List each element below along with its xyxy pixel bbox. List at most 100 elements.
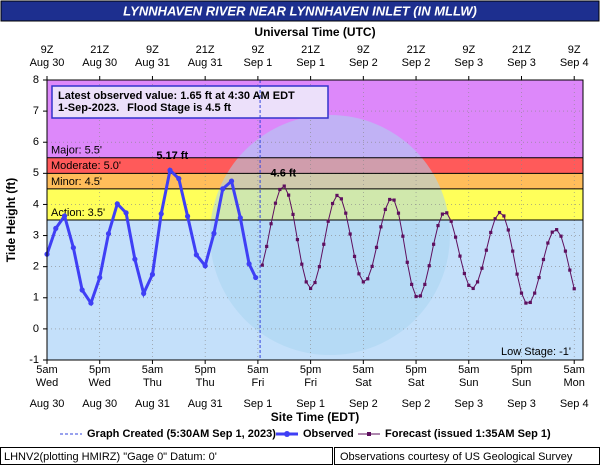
data-point bbox=[357, 272, 361, 276]
x2-tick-label: Aug 30 bbox=[30, 57, 65, 69]
x-tick-label: Aug 31 bbox=[135, 398, 170, 410]
data-point bbox=[105, 231, 112, 237]
data-point bbox=[502, 214, 506, 218]
x2-tick-label: 9Z bbox=[357, 44, 370, 56]
data-point bbox=[559, 234, 563, 238]
data-point bbox=[467, 283, 471, 287]
x-tick-label: 5pm bbox=[89, 364, 110, 376]
data-point bbox=[453, 235, 458, 239]
x2-tick-label: 21Z bbox=[512, 44, 531, 56]
low-stage-label: Low Stage: -1' bbox=[501, 346, 571, 358]
data-point bbox=[427, 264, 431, 268]
x-axis-title: Site Time (EDT) bbox=[271, 410, 359, 424]
stage-label: Moderate: 5.0' bbox=[51, 160, 121, 172]
data-point bbox=[246, 261, 252, 267]
data-point bbox=[471, 286, 475, 291]
title-bar bbox=[0, 0, 600, 22]
x2-tick-label: Sep 2 bbox=[349, 57, 378, 69]
data-point bbox=[348, 232, 352, 236]
data-point bbox=[309, 286, 313, 291]
data-point bbox=[546, 241, 550, 245]
data-point bbox=[141, 290, 147, 297]
data-point bbox=[432, 242, 436, 246]
data-point bbox=[388, 197, 392, 202]
data-point bbox=[392, 198, 396, 202]
legend-label: Graph Created (5:30AM Sep 1, 2023) bbox=[87, 428, 276, 440]
data-point bbox=[563, 249, 568, 253]
x-tick-label: Sep 1 bbox=[296, 398, 325, 410]
data-point bbox=[167, 167, 173, 173]
x-tick-label: Wed bbox=[89, 377, 111, 389]
x2-tick-label: 21Z bbox=[301, 44, 320, 56]
info-box bbox=[51, 85, 329, 119]
y-tick-label: 5 bbox=[33, 167, 39, 179]
data-point bbox=[339, 197, 343, 201]
y-tick-label: 4 bbox=[33, 198, 39, 210]
data-point bbox=[555, 228, 559, 232]
data-point bbox=[300, 262, 304, 266]
data-point bbox=[401, 234, 405, 238]
y-tick-label: 1 bbox=[33, 292, 39, 304]
x-tick-label: Sun bbox=[512, 377, 532, 389]
x2-tick-label: 21Z bbox=[407, 44, 426, 56]
x-tick-label: 5am bbox=[564, 364, 585, 376]
x-tick-label: Aug 30 bbox=[82, 398, 117, 410]
data-point bbox=[79, 287, 85, 293]
x-tick-label: Thu bbox=[196, 377, 215, 389]
x2-tick-label: Sep 3 bbox=[507, 57, 536, 69]
legend-label: Forecast (issued 1:35AM Sep 1) bbox=[385, 428, 551, 440]
info-text: 1-Sep-2023. bbox=[58, 102, 119, 114]
x-tick-label: Aug 30 bbox=[30, 398, 65, 410]
data-point bbox=[396, 211, 401, 215]
data-point bbox=[237, 215, 243, 221]
data-point bbox=[176, 176, 182, 182]
x2-tick-label: 9Z bbox=[568, 44, 581, 56]
data-point bbox=[132, 256, 138, 262]
x-tick-label: 5pm bbox=[300, 364, 321, 376]
y-tick-label: 2 bbox=[33, 261, 39, 273]
data-point bbox=[414, 294, 418, 299]
data-point bbox=[475, 280, 480, 284]
x-tick-label: Sep 1 bbox=[244, 398, 273, 410]
data-point bbox=[515, 272, 519, 276]
x-tick-label: 5pm bbox=[405, 364, 426, 376]
data-point bbox=[405, 260, 409, 264]
data-point bbox=[511, 249, 515, 253]
data-point bbox=[313, 280, 317, 285]
data-point bbox=[295, 238, 300, 242]
x2-tick-label: 9Z bbox=[251, 44, 264, 56]
data-point bbox=[123, 210, 129, 216]
x-tick-label: 5pm bbox=[511, 364, 532, 376]
data-point bbox=[449, 219, 453, 223]
data-point bbox=[211, 230, 217, 236]
data-point bbox=[519, 291, 524, 295]
x-tick-label: 5pm bbox=[194, 364, 215, 376]
data-point bbox=[497, 210, 502, 215]
data-point bbox=[158, 211, 164, 217]
data-point bbox=[370, 264, 374, 268]
data-point bbox=[418, 294, 423, 298]
chart-title: LYNNHAVEN RIVER NEAR LYNNHAVEN INLET (IN… bbox=[123, 3, 477, 18]
x2-tick-label: Sep 4 bbox=[560, 57, 589, 69]
data-point bbox=[550, 230, 554, 234]
data-point bbox=[344, 211, 348, 215]
x2-tick-label: Sep 3 bbox=[454, 57, 483, 69]
data-point bbox=[528, 300, 532, 305]
x-tick-label: Sep 3 bbox=[507, 398, 536, 410]
footer-text: LHNV2(plotting HMIRZ) "Gage 0" Datum: 0' bbox=[4, 451, 217, 463]
x-tick-label: Sep 2 bbox=[349, 398, 378, 410]
x2-tick-label: Sep 1 bbox=[244, 57, 273, 69]
x-tick-label: 5am bbox=[142, 364, 163, 376]
info-text: Latest observed value: 1.65 ft at 4:30 A… bbox=[58, 90, 295, 102]
data-point bbox=[480, 266, 484, 270]
data-point bbox=[352, 254, 357, 258]
data-point bbox=[568, 268, 572, 272]
x2-tick-label: 9Z bbox=[146, 44, 159, 56]
data-point bbox=[53, 225, 59, 231]
data-point bbox=[322, 242, 326, 246]
watermark bbox=[210, 115, 450, 355]
x-tick-label: 5am bbox=[36, 364, 57, 376]
data-point bbox=[260, 263, 264, 267]
data-point bbox=[506, 228, 510, 232]
x-tick-label: Sun bbox=[459, 377, 479, 389]
